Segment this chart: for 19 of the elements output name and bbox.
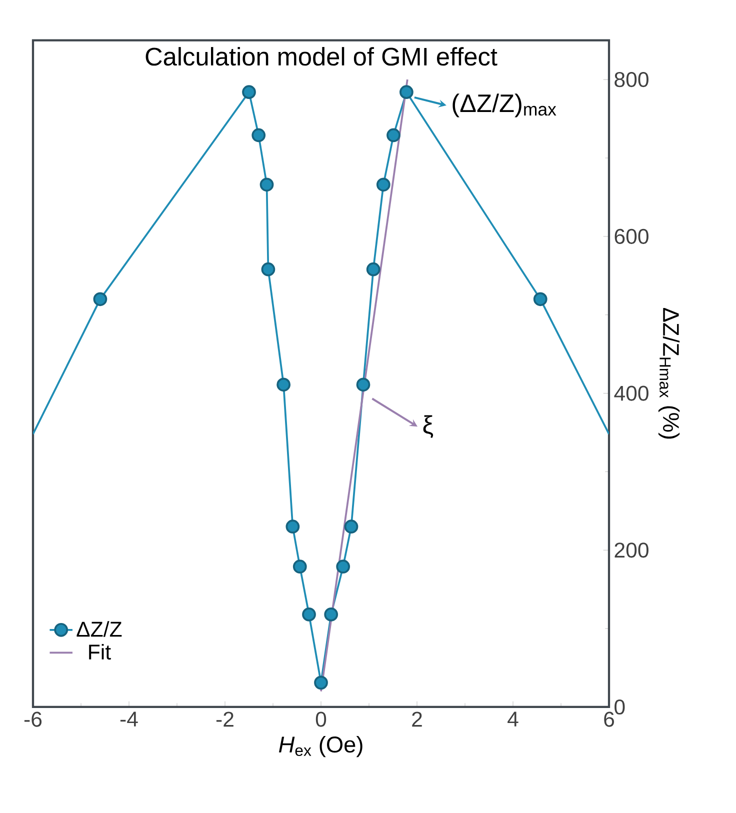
x-tick-label: 4 (508, 712, 518, 726)
y-tick-label: 800 (614, 72, 648, 88)
legend-label: Fit (89, 644, 111, 660)
x-tick-label: 6 (604, 712, 614, 727)
legend-label: ΔZ/Z (76, 621, 122, 637)
x-tick-label: 0 (316, 712, 326, 727)
y-tick-label: 200 (614, 542, 648, 558)
chart-title: Calculation model of GMI effect (146, 47, 498, 66)
y-axis-title: ΔZ/Z$_{Hmax}$ (%) (658, 308, 680, 439)
x-tick-label: -2 (216, 712, 234, 727)
y-tick-label: 0 (614, 699, 625, 715)
y-tick-label: 400 (614, 386, 648, 401)
annotation: (ΔZ/Z)$_{max}$ (452, 94, 556, 118)
x-tick-label: -4 (120, 712, 138, 726)
x-axis-title: H$_{ex}$ (Oe) (278, 736, 362, 758)
annotation: ξ (423, 415, 434, 438)
y-tick-label: 600 (614, 228, 648, 244)
x-tick-label: -6 (24, 712, 42, 727)
x-tick-label: 2 (412, 712, 422, 727)
